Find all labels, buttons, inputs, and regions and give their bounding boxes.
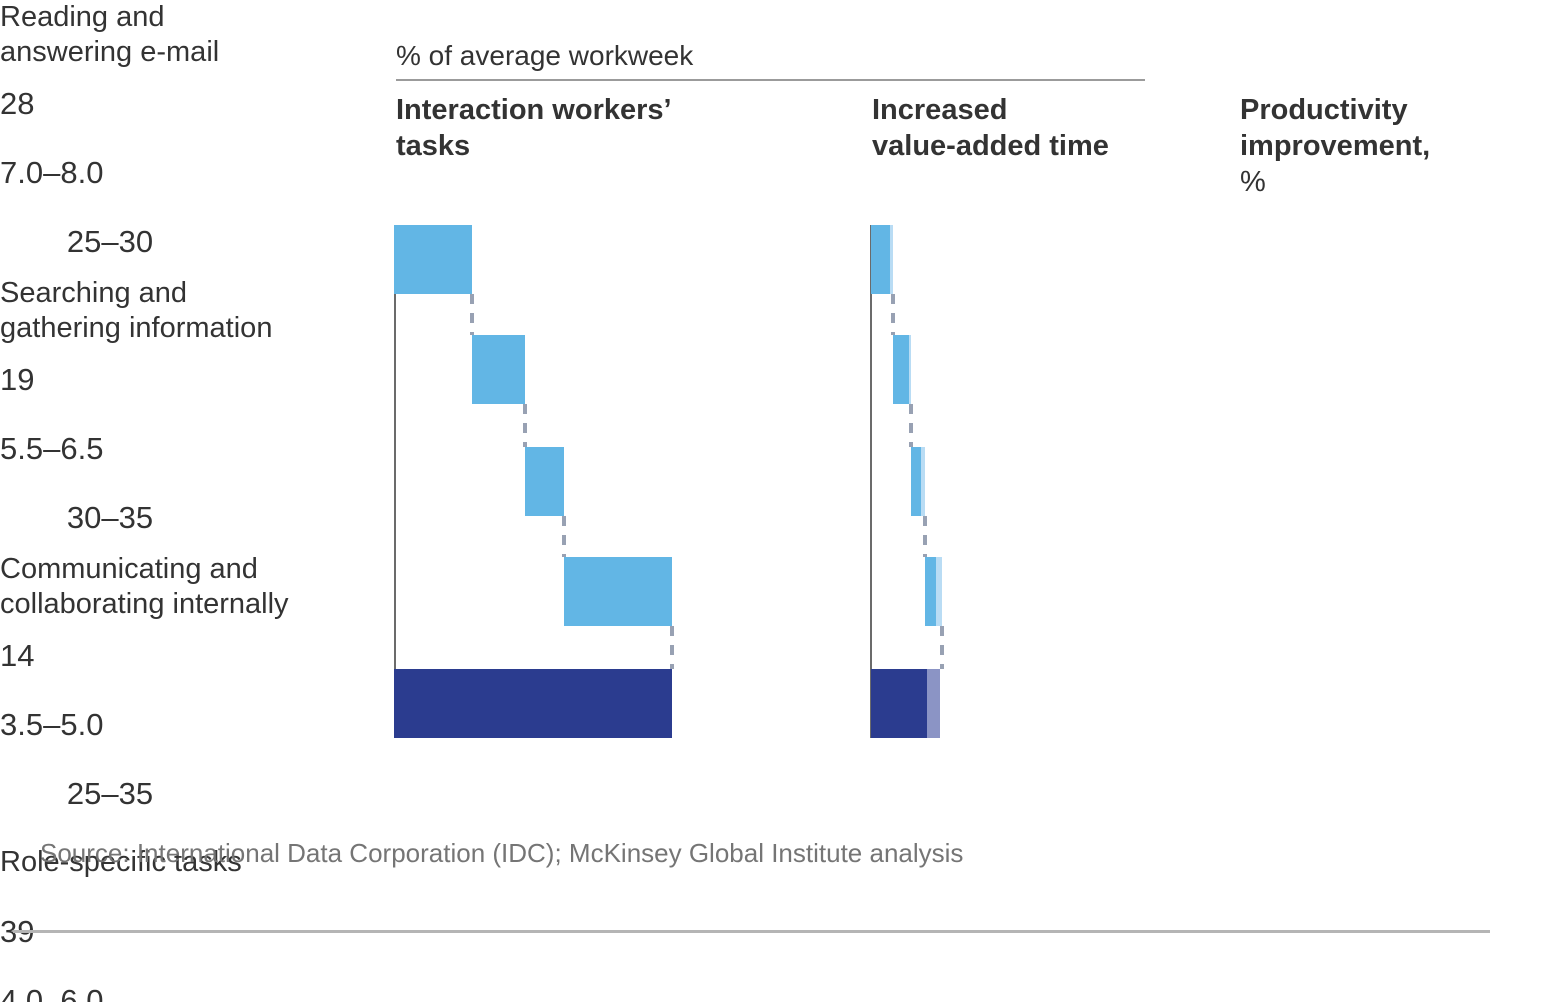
task-bar-searching-and-gathering-information bbox=[471, 335, 525, 404]
row-label-communicating-and-collaborating-internally: Communicating and collaborating internall… bbox=[0, 552, 1552, 621]
task-total-bar bbox=[394, 669, 672, 738]
row-label-line: collaborating internally bbox=[0, 587, 289, 620]
value-added-value-reading-and-answering-e-mail: 7.0–8.0 bbox=[0, 154, 104, 190]
column-header-productivity-line2: improvement, bbox=[1240, 130, 1431, 162]
row-label-reading-and-answering-e-mail: Reading and answering e-mail bbox=[0, 0, 1552, 69]
value-added-bar-extension-searching-and-gathering-information bbox=[908, 335, 912, 404]
value-added-connector-role-specific-tasks bbox=[939, 626, 944, 669]
footer-rule bbox=[13, 930, 1490, 933]
task-bar-reading-and-answering-e-mail bbox=[394, 225, 472, 294]
task-connector-communicating-and-collaborating-internally bbox=[561, 516, 566, 557]
value-added-connector-searching-and-gathering-information bbox=[909, 404, 914, 447]
row-label-line: Communicating and bbox=[0, 552, 258, 585]
column-header-tasks-line1: Interaction workers’ bbox=[396, 94, 672, 126]
tasks-axis-line bbox=[394, 225, 396, 738]
task-value-reading-and-answering-e-mail: 28 bbox=[0, 85, 35, 121]
value-added-bar-extension-role-specific-tasks bbox=[936, 557, 942, 626]
source-note: Source: International Data Corporation (… bbox=[40, 838, 964, 868]
row-label-line: Reading and bbox=[0, 0, 165, 33]
task-bar-role-specific-tasks bbox=[563, 557, 672, 626]
value-added-total-bar bbox=[871, 669, 927, 738]
value-added-total-range-overlay bbox=[926, 669, 941, 738]
value-added-bar-searching-and-gathering-information bbox=[893, 335, 909, 404]
column-header-productivity-unit: % bbox=[1240, 166, 1266, 198]
row-label-line: answering e-mail bbox=[0, 35, 220, 68]
value-added-bar-reading-and-answering-e-mail bbox=[871, 225, 891, 294]
row-label-line: gathering information bbox=[0, 311, 273, 344]
value-added-value-role-specific-tasks: 4.0–6.0 bbox=[0, 982, 104, 1002]
value-added-bar-extension-reading-and-answering-e-mail bbox=[890, 225, 894, 294]
productivity-value-searching-and-gathering-information: 30–35 bbox=[66, 499, 154, 535]
column-header-value-added: Increased value-added time bbox=[872, 92, 1109, 164]
row-label-line: Searching and bbox=[0, 276, 188, 309]
value-added-value-communicating-and-collaborating-internally: 3.5–5.0 bbox=[0, 706, 104, 742]
task-value-communicating-and-collaborating-internally: 14 bbox=[0, 637, 35, 673]
task-connector-role-specific-tasks bbox=[670, 626, 674, 669]
row-label-role-specific-tasks: Role-specific tasks bbox=[0, 828, 1552, 897]
column-header-productivity: Productivity improvement, % bbox=[1240, 92, 1430, 200]
productivity-value-communicating-and-collaborating-internally: 25–35 bbox=[66, 775, 154, 811]
value-added-bar-communicating-and-collaborating-internally bbox=[911, 447, 922, 516]
value-added-axis-line bbox=[870, 225, 872, 738]
axis-unit-label: % of average workweek bbox=[396, 40, 694, 71]
task-value-searching-and-gathering-information: 19 bbox=[0, 361, 35, 397]
header-rule bbox=[396, 79, 1145, 81]
value-added-connector-communicating-and-collaborating-internally bbox=[923, 516, 928, 557]
column-header-productivity-line1: Productivity bbox=[1240, 94, 1408, 126]
column-header-value-added-line2: value-added time bbox=[872, 130, 1109, 162]
column-header-value-added-line1: Increased bbox=[872, 94, 1008, 126]
value-added-bar-extension-communicating-and-collaborating-internally bbox=[921, 447, 926, 516]
value-added-bar-role-specific-tasks bbox=[925, 557, 937, 626]
task-bar-communicating-and-collaborating-internally bbox=[524, 447, 564, 516]
row-label-line: Role-specific tasks bbox=[0, 846, 242, 878]
productivity-value-reading-and-answering-e-mail: 25–30 bbox=[66, 223, 154, 259]
value-added-value-searching-and-gathering-information: 5.5–6.5 bbox=[0, 430, 104, 466]
column-header-tasks: Interaction workers’ tasks bbox=[396, 92, 672, 164]
row-label-searching-and-gathering-information: Searching and gathering information bbox=[0, 276, 1552, 345]
column-header-tasks-line2: tasks bbox=[396, 130, 471, 162]
task-connector-searching-and-gathering-information bbox=[522, 404, 527, 447]
task-connector-reading-and-answering-e-mail bbox=[469, 294, 474, 335]
value-added-connector-reading-and-answering-e-mail bbox=[891, 294, 896, 335]
